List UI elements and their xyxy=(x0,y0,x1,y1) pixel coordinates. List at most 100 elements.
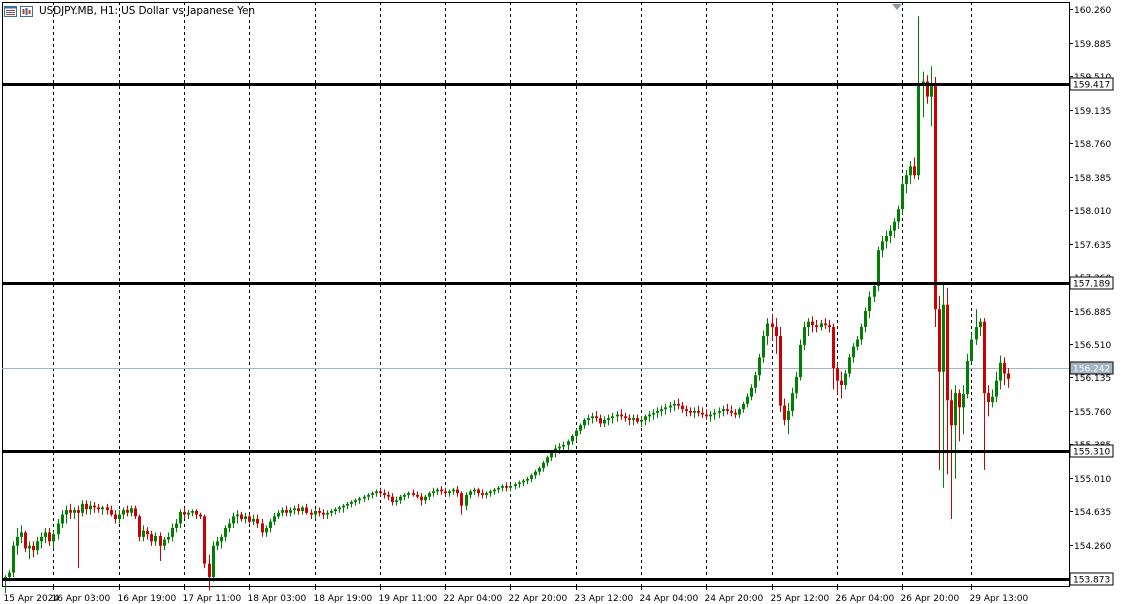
candle-body xyxy=(391,496,394,503)
candle-body xyxy=(334,509,337,511)
candle-body xyxy=(775,327,778,336)
candle-body xyxy=(387,494,390,497)
candle-body xyxy=(232,516,235,524)
candle-body xyxy=(885,235,888,242)
level-155310-label-box xyxy=(1069,444,1114,458)
candle-body xyxy=(375,491,378,494)
candle-body xyxy=(44,532,47,537)
candle-body xyxy=(815,325,818,328)
candle-body xyxy=(644,416,647,420)
candle-body xyxy=(403,494,406,497)
candle-body xyxy=(807,321,810,328)
candle-body xyxy=(277,512,280,517)
candle-body xyxy=(587,418,590,420)
candle-body xyxy=(314,510,317,515)
candle-body xyxy=(73,510,76,513)
x-tick-label: 18 Apr 03:00 xyxy=(248,594,307,604)
candle-body xyxy=(942,304,945,372)
candle-body xyxy=(742,403,745,410)
candle-body xyxy=(261,523,264,533)
level-lines xyxy=(2,83,1069,581)
candle-body xyxy=(734,412,737,415)
candle-body xyxy=(664,407,667,410)
candle-body xyxy=(297,508,300,511)
candle-body xyxy=(856,339,859,347)
candle-body xyxy=(118,514,121,520)
candle-body xyxy=(505,485,508,488)
candle-body xyxy=(591,416,594,419)
candle-body xyxy=(407,493,410,495)
candle-body xyxy=(448,491,451,494)
candle-body xyxy=(913,166,916,176)
candle-body xyxy=(358,498,361,501)
candle-body xyxy=(252,519,255,522)
candle-body xyxy=(758,357,761,376)
candle-body xyxy=(860,327,863,340)
candle-body xyxy=(444,491,447,494)
candle-body xyxy=(636,418,639,422)
candle-body xyxy=(4,577,7,579)
current-price-label-box xyxy=(1069,361,1114,375)
candle-body xyxy=(538,468,541,472)
bar-chart-icon[interactable] xyxy=(20,5,33,17)
candle-body xyxy=(281,510,284,513)
x-tick-label: 15 Apr 2024 xyxy=(4,594,60,604)
candle-body xyxy=(836,368,839,381)
candle-body xyxy=(338,507,341,510)
candle-body xyxy=(962,394,965,408)
y-tick-label: 155.760 xyxy=(1074,408,1111,418)
candle-body xyxy=(244,516,247,520)
candle-body xyxy=(558,446,561,449)
candle-body xyxy=(199,514,202,517)
candle-body xyxy=(224,527,227,537)
candle-body xyxy=(873,285,876,297)
candle-body xyxy=(289,510,292,513)
candle-body xyxy=(77,510,80,513)
candle-body xyxy=(934,85,937,310)
list-icon[interactable] xyxy=(4,5,17,17)
candle-body xyxy=(901,184,904,210)
y-tick-label: 156.885 xyxy=(1074,308,1111,318)
candle-body xyxy=(85,503,88,510)
candle-body xyxy=(150,534,153,542)
candle-body xyxy=(848,357,851,374)
candle-body xyxy=(983,321,986,394)
candle-body xyxy=(93,505,96,508)
candle-body xyxy=(799,344,802,378)
candle-body xyxy=(791,393,794,411)
candle-body xyxy=(106,507,109,511)
candle-body xyxy=(946,304,949,401)
candle-body xyxy=(999,362,1002,381)
candle-body xyxy=(632,418,635,420)
y-tick-label: 156.135 xyxy=(1074,374,1111,384)
candle-body xyxy=(713,412,716,415)
candle-body xyxy=(783,405,786,420)
x-tick-label: 18 Apr 19:00 xyxy=(314,594,373,604)
candle-body xyxy=(840,380,843,386)
candle-body xyxy=(938,309,941,372)
candle-body xyxy=(32,545,35,551)
y-tick-label: 158.010 xyxy=(1074,207,1111,217)
chart-title: USDJPY.MB, H1: US Dollar vs Japanese Yen xyxy=(39,5,255,17)
candle-body xyxy=(889,230,892,236)
candle-body xyxy=(428,493,431,497)
candle-body xyxy=(469,491,472,495)
candle-body xyxy=(159,535,162,546)
x-tick-label: 26 Apr 20:00 xyxy=(901,594,960,604)
candle-body xyxy=(970,339,973,361)
candle-body xyxy=(746,396,749,404)
candle-body xyxy=(1007,373,1010,379)
y-tick-label: 158.760 xyxy=(1074,140,1111,150)
candle-body xyxy=(868,296,871,311)
candle-body xyxy=(881,241,884,251)
candle-body xyxy=(766,323,769,336)
candle-body xyxy=(24,532,27,549)
candle-body xyxy=(722,409,725,411)
candle-body xyxy=(811,321,814,326)
candle-body xyxy=(917,85,920,176)
x-tick-label: 16 Apr 19:00 xyxy=(118,594,177,604)
candle-body xyxy=(52,534,55,542)
y-tick-label: 158.385 xyxy=(1074,174,1111,184)
candle-body xyxy=(954,393,957,426)
